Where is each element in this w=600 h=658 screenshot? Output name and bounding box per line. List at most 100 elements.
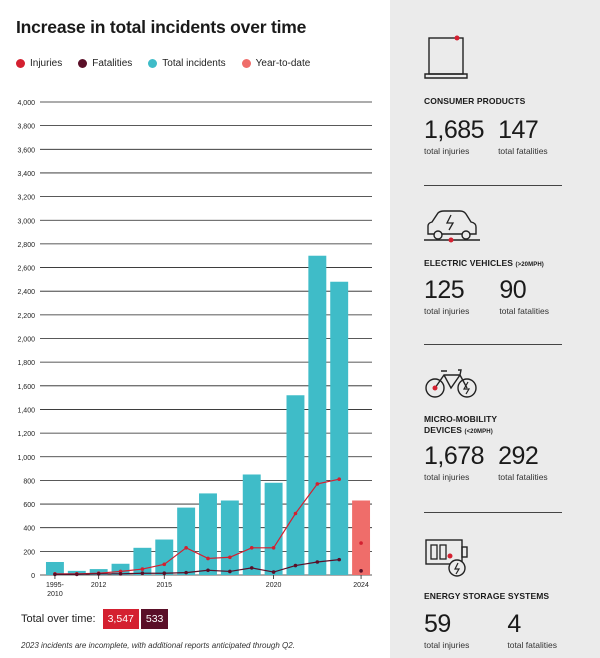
bar xyxy=(330,281,349,575)
data-point xyxy=(162,562,167,567)
section-stats: 1,685 total injuries 147 total fatalitie… xyxy=(424,116,562,156)
chart-title: Increase in total incidents over time xyxy=(16,17,307,37)
data-point xyxy=(271,570,276,574)
stat-injuries: 125 total injuries xyxy=(424,276,469,316)
incidents-chart: 0 200 400 600 800 1,000 1,200 1,400 1,600 1,800 2,… xyxy=(17,100,372,598)
series-line xyxy=(54,478,340,575)
fatalities-value: 90 xyxy=(499,276,527,304)
footnote: 2023 incidents are incomplete, with addi… xyxy=(21,641,295,650)
injuries-value: 59 xyxy=(424,610,451,638)
fatalities-label: total fatalities xyxy=(498,472,548,482)
x-tick-label: 2012 xyxy=(91,582,107,589)
fatalities-value: 147 xyxy=(498,116,539,144)
y-tick-label: 2,600 xyxy=(17,266,35,273)
y-tick-label: 400 xyxy=(23,526,35,533)
section-title: ENERGY STORAGE SYSTEMS xyxy=(424,591,550,601)
y-tick-label: 1,400 xyxy=(17,407,35,414)
legend-item-fatalities: Fatalities xyxy=(78,58,132,69)
x-tick-label: 2020 xyxy=(266,582,282,589)
section-divider xyxy=(424,512,562,513)
category-panel: CONSUMER PRODUCTS 1,685 total injuries 1… xyxy=(390,0,600,658)
section-divider xyxy=(424,344,562,345)
stat-fatalities: 147 total fatalities xyxy=(498,116,548,156)
legend-label-year-to-date: Year-to-date xyxy=(255,58,311,69)
bar xyxy=(242,474,261,575)
electric-car-icon xyxy=(424,210,480,243)
y-tick-label: 3,000 xyxy=(17,218,35,225)
data-point xyxy=(249,566,254,570)
y-tick-label: 2,200 xyxy=(17,313,35,320)
bar xyxy=(133,547,152,575)
section-title: MICRO-MOBILITY DEVICES (<20MPH) xyxy=(424,414,498,435)
x-tick-label: 2024 xyxy=(353,582,369,589)
section-micro-mobility: MICRO-MOBILITY DEVICES (<20MPH) 1,678 tot… xyxy=(424,366,574,526)
data-point xyxy=(75,572,79,577)
injuries-label: total injuries xyxy=(424,306,470,316)
y-tick-label: 1,600 xyxy=(17,384,35,391)
y-tick-label: 4,000 xyxy=(17,100,35,107)
stat-injuries: 1,685 total injuries xyxy=(424,116,485,156)
bar xyxy=(45,561,64,575)
injuries-label: total injuries xyxy=(424,640,470,650)
y-tick-label: 0 xyxy=(31,573,35,580)
section-title: CONSUMER PRODUCTS xyxy=(424,96,526,106)
section-stats: 125 total injuries 90 total fatalities xyxy=(424,276,563,316)
data-point xyxy=(184,546,188,550)
legend-label-total-incidents: Total incidents xyxy=(162,58,226,69)
section-stats: 1,678 total injuries 292 total fatalitie… xyxy=(424,442,562,482)
section-divider xyxy=(424,185,562,186)
y-tick-label: 1,000 xyxy=(17,455,35,462)
section-consumer-products: CONSUMER PRODUCTS 1,685 total injuries 1… xyxy=(424,34,574,189)
data-point xyxy=(53,572,57,577)
y-tick-label: 1,200 xyxy=(17,431,35,438)
x-tick-label: 2015 xyxy=(156,582,172,589)
bar xyxy=(286,395,305,575)
legend-dot-fatalities xyxy=(78,59,88,68)
data-point xyxy=(140,567,145,571)
section-energy-storage: ENERGY STORAGE SYSTEMS 59 total injuries… xyxy=(424,534,574,658)
y-tick-label: 3,200 xyxy=(17,195,35,202)
injuries-label: total injuries xyxy=(424,472,470,482)
bar xyxy=(220,500,239,575)
data-point xyxy=(96,572,101,576)
data-point xyxy=(228,555,232,560)
fatalities-value: 292 xyxy=(498,442,539,470)
data-point xyxy=(359,541,363,545)
legend-dot-year-to-date xyxy=(241,59,251,68)
stat-fatalities: 4 total fatalities xyxy=(507,610,557,650)
injuries-label: total injuries xyxy=(424,146,470,156)
series-line xyxy=(54,559,340,576)
section-title: ELECTRIC VEHICLES (>20MPH) xyxy=(424,258,544,268)
y-tick-label: 600 xyxy=(23,502,35,509)
legend-item-injuries: Injuries xyxy=(16,58,62,69)
section-electric-vehicles: ELECTRIC VEHICLES (>20MPH) 125 total inj… xyxy=(424,208,574,358)
y-tick-label: 3,400 xyxy=(17,171,35,178)
data-point xyxy=(184,570,188,575)
fatalities-label: total fatalities xyxy=(507,640,557,650)
bar xyxy=(155,539,174,575)
y-tick-label: 2,000 xyxy=(17,337,35,344)
bar xyxy=(199,493,217,575)
data-point xyxy=(228,569,232,574)
bar xyxy=(111,563,130,575)
stat-injuries: 1,678 total injuries xyxy=(424,442,485,482)
legend-label-injuries: Injuries xyxy=(30,58,63,69)
y-tick-label: 2,400 xyxy=(17,289,35,296)
data-point xyxy=(315,482,320,486)
x-tick-label: 1995- xyxy=(46,582,65,589)
bar xyxy=(352,500,371,575)
injuries-value: 1,678 xyxy=(424,442,485,470)
data-point xyxy=(249,546,254,550)
y-tick-label: 3,800 xyxy=(17,124,35,131)
data-point xyxy=(206,556,210,561)
total-injuries-badge: 3,547 xyxy=(102,609,139,629)
legend-dot-total-incidents xyxy=(148,59,158,68)
section-stats: 59 total injuries 4 total fatalities xyxy=(424,610,571,650)
y-tick-label: 200 xyxy=(23,549,35,556)
y-tick-label: 1,800 xyxy=(17,360,35,367)
bar xyxy=(264,482,283,575)
injuries-value: 1,685 xyxy=(424,116,485,144)
stat-fatalities: 292 total fatalities xyxy=(498,442,548,482)
total-fatalities-badge: 533 xyxy=(140,609,169,629)
data-point xyxy=(315,560,320,564)
